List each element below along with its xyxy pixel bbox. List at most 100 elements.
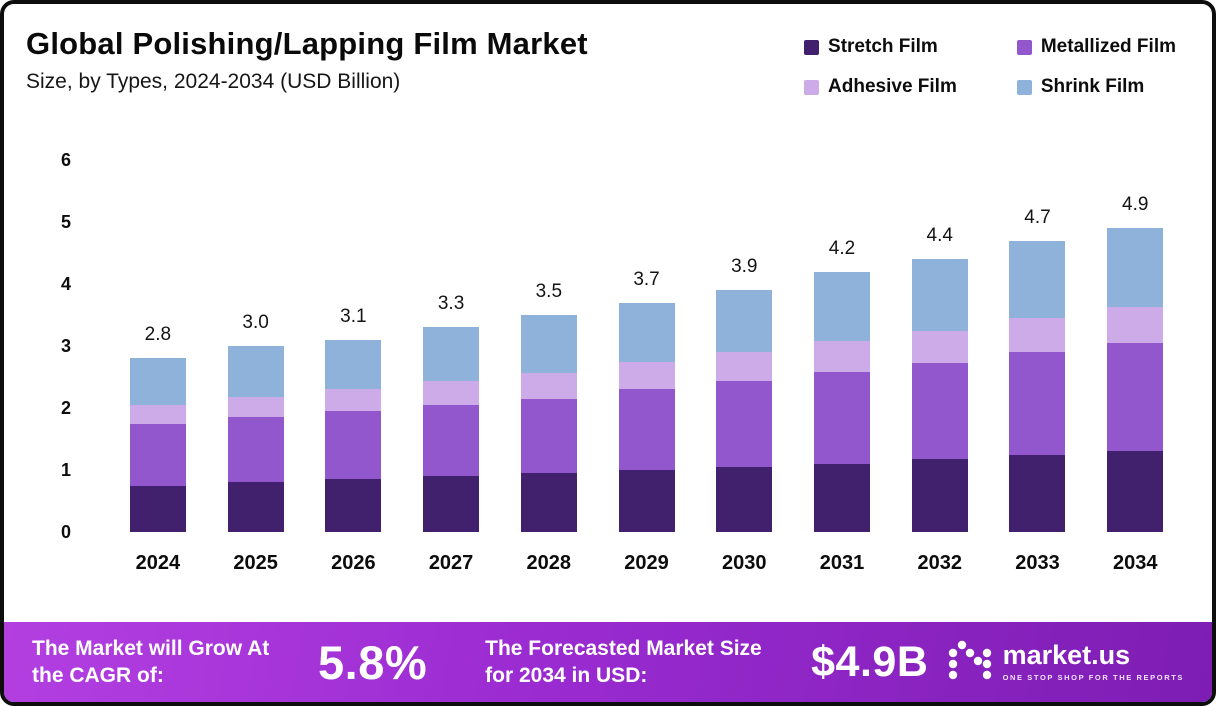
legend-label: Metallized Film xyxy=(1040,36,1176,57)
bar-segment-stretch-film xyxy=(911,458,968,532)
bar-segment-shrink-film xyxy=(716,290,773,352)
bar-column: 4.4 xyxy=(891,225,989,532)
bar-total-label: 3.0 xyxy=(242,312,269,334)
bar-stack xyxy=(129,358,186,532)
bar-segment-shrink-film xyxy=(129,358,186,405)
bar-stack xyxy=(227,346,284,532)
bar-column: 3.9 xyxy=(695,256,793,532)
bar-stack xyxy=(325,339,382,532)
bar-segment-stretch-film xyxy=(325,479,382,532)
bar-segment-metallized-film xyxy=(716,381,773,467)
y-axis: 0 1 2 3 4 5 6 xyxy=(61,150,95,542)
bar-total-label: 2.8 xyxy=(144,324,172,346)
bar-total-label: 3.9 xyxy=(731,256,758,278)
y-tick-label: 5 xyxy=(61,212,72,232)
bar-segment-shrink-film xyxy=(325,339,382,390)
x-tick-label: 2026 xyxy=(331,552,376,574)
x-tick-label: 2031 xyxy=(819,552,865,574)
y-tick-label: 1 xyxy=(61,460,72,480)
legend-label: Stretch Film xyxy=(828,36,938,57)
bar-segment-stretch-film xyxy=(814,463,870,532)
legend: Stretch Film Metallized Film Adhesive Film… xyxy=(804,36,1176,98)
bar-stack xyxy=(520,315,577,532)
bar-total-label: 3.1 xyxy=(340,305,367,327)
legend-item: Shrink Film xyxy=(1016,76,1176,98)
x-tick-label: 2034 xyxy=(1112,552,1158,574)
x-tick-label: 2027 xyxy=(428,552,474,574)
bar-segment-adhesive-film xyxy=(227,396,284,418)
title-block: Global Polishing/Lapping Film Market Siz… xyxy=(26,26,588,94)
brand-tagline: One Stop Shop For The Reports xyxy=(1002,673,1184,682)
bar-segment-stretch-film xyxy=(716,466,773,532)
bar-segment-stretch-film xyxy=(129,485,186,532)
bar-stack xyxy=(618,302,675,532)
cagr-label: The Market will Grow At the CAGR of: xyxy=(32,636,270,687)
bar-segment-adhesive-film xyxy=(911,330,968,363)
bar-stack xyxy=(814,271,870,532)
bar-total-label: 4.4 xyxy=(926,225,953,247)
bar-stack xyxy=(1107,228,1164,532)
bar-column: 4.9 xyxy=(1086,194,1184,532)
legend-item: Metallized Film xyxy=(1016,36,1176,58)
bar-segment-metallized-film xyxy=(1009,352,1066,455)
header: Global Polishing/Lapping Film Market Siz… xyxy=(4,4,1212,98)
bar-segment-stretch-film xyxy=(520,473,577,532)
bar-total-label: 3.5 xyxy=(535,281,563,303)
bar-segment-stretch-film xyxy=(423,476,480,532)
bar-segment-adhesive-film xyxy=(520,372,577,399)
y-tick-label: 3 xyxy=(61,336,72,356)
bar-segment-metallized-film xyxy=(814,372,870,464)
page-subtitle: Size, by Types, 2024-2034 (USD Billion) xyxy=(26,69,401,93)
bar-segment-adhesive-film xyxy=(1009,318,1066,353)
bar-stack xyxy=(716,290,773,532)
bar-segment-adhesive-film xyxy=(1107,306,1164,343)
x-tick-label: 2028 xyxy=(526,552,572,574)
plot: 0 1 2 3 4 5 6 2.8 3.0 3.1 3.3 3.5 3.7 3.9 4.2 4.4 4.7 4.… xyxy=(61,150,1184,542)
bar-segment-shrink-film xyxy=(520,315,577,373)
bar-segment-shrink-film xyxy=(227,346,284,397)
brand-logo: market.us One Stop Shop For The Reports xyxy=(947,639,1184,686)
legend-label: Shrink Film xyxy=(1040,76,1145,97)
bar-segment-metallized-film xyxy=(129,423,186,486)
x-axis: 2024 2025 2026 2027 2028 2029 2030 2031 2032 2033… xyxy=(109,552,1184,575)
bar-stack xyxy=(911,259,968,532)
forecast-value: $4.9B xyxy=(811,637,929,686)
bar-segment-adhesive-film xyxy=(423,381,480,405)
bar-segment-metallized-film xyxy=(618,389,675,470)
marketus-logo-icon xyxy=(947,639,993,686)
bar-segment-metallized-film xyxy=(325,411,382,480)
bar-total-label: 4.7 xyxy=(1024,206,1051,228)
bar-segment-shrink-film xyxy=(423,327,480,382)
legend-swatch xyxy=(1016,79,1032,95)
chart-area: 0 1 2 3 4 5 6 2.8 3.0 3.1 3.3 3.5 3.7 3.9 4.2 4.4 4.7 4.… xyxy=(61,150,1184,575)
legend-item: Adhesive Film xyxy=(804,76,957,98)
legend-item: Stretch Film xyxy=(804,36,957,58)
bar-total-label: 4.2 xyxy=(828,237,856,259)
brand-text: market.us One Stop Shop For The Reports xyxy=(1002,642,1184,683)
bar-column: 3.7 xyxy=(598,269,696,532)
bar-segment-metallized-film xyxy=(227,417,284,483)
x-tick-label: 2033 xyxy=(1015,552,1060,574)
bar-total-label: 3.7 xyxy=(633,268,660,290)
bar-column: 3.5 xyxy=(500,281,598,532)
bar-segment-adhesive-film xyxy=(618,361,675,390)
bar-segment-stretch-film xyxy=(227,482,284,532)
bar-segment-metallized-film xyxy=(911,362,968,459)
bar-column: 4.2 xyxy=(793,238,891,532)
bar-segment-metallized-film xyxy=(1107,342,1164,452)
bar-segment-shrink-film xyxy=(1107,228,1164,307)
bar-column: 4.7 xyxy=(989,207,1087,532)
legend-swatch xyxy=(804,79,820,95)
forecast-label: The Forecasted Market Size for 2034 in U… xyxy=(485,636,762,687)
bar-segment-stretch-film xyxy=(1107,451,1164,532)
x-tick-label: 2030 xyxy=(722,552,767,574)
bar-total-label: 4.9 xyxy=(1122,194,1149,216)
bar-segment-shrink-film xyxy=(1009,240,1066,319)
bar-segment-stretch-film xyxy=(1009,454,1066,532)
legend-label: Adhesive Film xyxy=(828,76,957,97)
bar-segment-stretch-film xyxy=(618,470,675,532)
bar-column: 3.1 xyxy=(304,306,402,532)
bar-stack xyxy=(1009,240,1066,532)
bar-column: 3.3 xyxy=(402,293,500,532)
